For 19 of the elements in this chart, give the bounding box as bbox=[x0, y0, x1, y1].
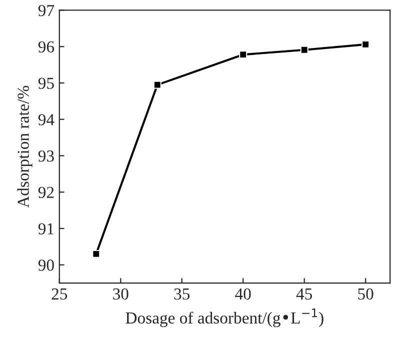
x-tick-label: 45 bbox=[296, 288, 312, 300]
x-tick-label: 40 bbox=[235, 288, 251, 300]
y-tick-label: 95 bbox=[38, 78, 54, 89]
x-axis-title: Dosage of adsorbent/(g•L$^{−1}$) bbox=[126, 308, 324, 328]
y-tick-label: 96 bbox=[38, 41, 54, 53]
x-tick-label: 30 bbox=[113, 288, 128, 300]
y-tick-label: 97 bbox=[38, 4, 54, 16]
x-tick-label: 25 bbox=[52, 288, 68, 300]
y-tick-label: 94 bbox=[38, 114, 54, 126]
y-tick-label: 90 bbox=[38, 260, 54, 271]
y-axis-title: Adsorption rate/% bbox=[17, 86, 32, 208]
x-tick-label: 35 bbox=[174, 288, 190, 300]
y-tick-label: 91 bbox=[38, 223, 54, 234]
x-tick-label: 50 bbox=[358, 288, 374, 300]
y-tick-label: 93 bbox=[38, 150, 54, 162]
y-tick-label: 92 bbox=[38, 186, 54, 198]
point bbox=[153, 80, 162, 89]
point bbox=[300, 46, 308, 54]
point bbox=[92, 250, 100, 258]
